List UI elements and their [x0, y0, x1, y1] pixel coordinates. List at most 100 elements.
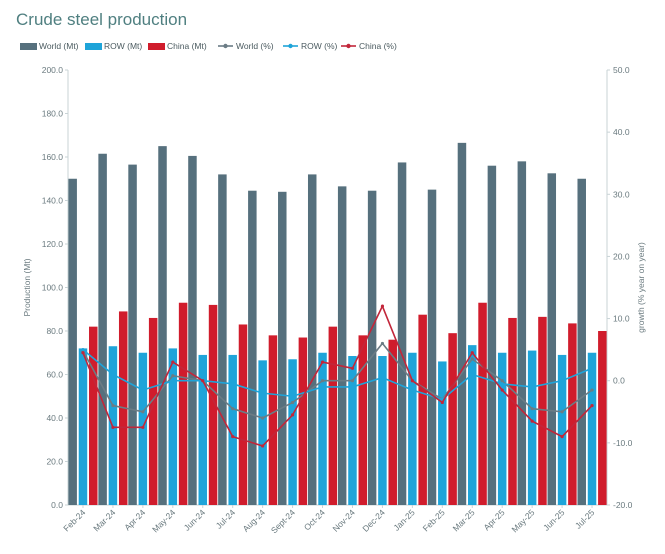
chart-title: Crude steel production	[16, 10, 188, 29]
point-row	[530, 385, 534, 389]
bar-world-mt	[517, 161, 527, 505]
bar-china-mt	[478, 302, 487, 505]
left-tick-label: 40.0	[46, 413, 63, 423]
point-china	[410, 379, 414, 383]
point-row	[560, 379, 564, 383]
bar-world-mt	[98, 153, 107, 506]
x-tick-label: Mar-25	[451, 507, 477, 533]
bar-world-mt	[367, 190, 377, 505]
x-tick-label: May-24	[150, 507, 177, 534]
x-tick-label: Apr-25	[481, 507, 506, 532]
bar-china-mt	[298, 337, 308, 505]
bar-row-mt	[78, 348, 88, 505]
point-world	[141, 410, 145, 414]
point-row	[261, 391, 265, 395]
point-world	[231, 407, 235, 411]
right-tick-label: 50.0	[613, 65, 630, 75]
legend-line-marker	[218, 43, 233, 49]
x-tick-label: Oct-24	[302, 507, 327, 532]
bar-row-mt	[228, 354, 237, 505]
bar-world-mt	[457, 142, 467, 506]
line-row	[82, 349, 593, 401]
point-world	[261, 416, 265, 420]
point-china	[171, 360, 175, 364]
legend-swatch	[20, 43, 37, 50]
bar-world-mt	[307, 174, 317, 505]
point-world	[590, 388, 594, 392]
bar-china-mt	[328, 326, 338, 505]
bar-world-mt	[68, 178, 77, 505]
bar-china-mt	[148, 317, 158, 505]
x-tick-label: Jul-24	[214, 507, 238, 531]
x-tick-label: Apr-24	[122, 507, 147, 532]
line-china	[82, 305, 593, 447]
bar-row-mt	[258, 360, 267, 505]
point-world	[320, 379, 325, 383]
right-tick-label: 20.0	[613, 251, 630, 261]
bar-row-mt	[587, 352, 597, 505]
legend-swatch	[148, 43, 165, 50]
point-row	[171, 379, 175, 383]
right-tick-label: -10.0	[613, 438, 633, 448]
x-tick-label: Dec-24	[360, 507, 387, 534]
right-tick-label: 0.0	[613, 376, 625, 386]
bar-world-mt	[397, 162, 407, 505]
left-tick-label: 80.0	[46, 326, 63, 336]
point-china	[560, 435, 564, 439]
point-china	[231, 435, 235, 439]
bar-china-mt	[388, 339, 397, 505]
left-axis-title: Production (Mt)	[22, 258, 32, 316]
legend-swatch	[85, 43, 102, 50]
point-china	[470, 351, 474, 355]
bar-china-mt	[178, 302, 188, 505]
point-china	[261, 444, 265, 448]
bar-world-mt	[427, 189, 437, 506]
legend-label: China (Mt)	[167, 41, 207, 51]
bar-row-mt	[408, 352, 417, 505]
bar-world-mt	[218, 174, 227, 505]
x-tick-label: Sept-24	[269, 507, 297, 535]
legend-line-marker	[341, 43, 356, 49]
x-tick-label: Jul-25	[573, 507, 597, 531]
bar-china-mt	[568, 323, 577, 505]
left-tick-label: 180.0	[42, 109, 64, 119]
x-tick-label: Jun-24	[182, 507, 208, 533]
point-china	[111, 425, 115, 429]
point-china	[440, 400, 444, 405]
point-china	[201, 379, 205, 383]
point-row	[81, 348, 85, 352]
point-world	[560, 410, 564, 414]
point-china	[290, 413, 295, 417]
point-world	[530, 407, 534, 411]
bar-row-mt	[348, 356, 357, 505]
left-tick-label: 200.0	[42, 65, 64, 75]
x-tick-label: Feb-24	[61, 507, 87, 533]
x-tick-label: Mar-24	[91, 507, 117, 533]
bar-world-mt	[337, 186, 347, 506]
point-china	[81, 351, 85, 355]
point-world	[350, 379, 355, 383]
legend-label: World (%)	[236, 41, 274, 51]
bar-row-mt	[557, 354, 567, 505]
point-row	[231, 382, 235, 386]
bar-world-mt	[128, 164, 137, 506]
right-tick-label: 10.0	[613, 314, 630, 324]
left-tick-label: 100.0	[42, 283, 64, 293]
bar-china-mt	[538, 316, 547, 505]
point-china	[350, 366, 355, 370]
bar-row-mt	[497, 352, 507, 505]
bar-row-mt	[198, 354, 207, 505]
point-china	[590, 403, 594, 408]
point-row	[320, 385, 325, 389]
x-tick-label: Jun-25	[541, 507, 567, 533]
legend-label: China (%)	[359, 41, 397, 51]
bar-china-mt	[358, 335, 368, 505]
right-tick-label: 40.0	[613, 127, 630, 137]
left-tick-label: 20.0	[46, 457, 63, 467]
bar-row-mt	[527, 350, 537, 505]
left-tick-label: 140.0	[42, 196, 64, 206]
point-world	[171, 374, 175, 378]
legend-label: World (Mt)	[39, 41, 79, 51]
point-row	[141, 388, 145, 392]
bar-world-mt	[188, 155, 197, 505]
